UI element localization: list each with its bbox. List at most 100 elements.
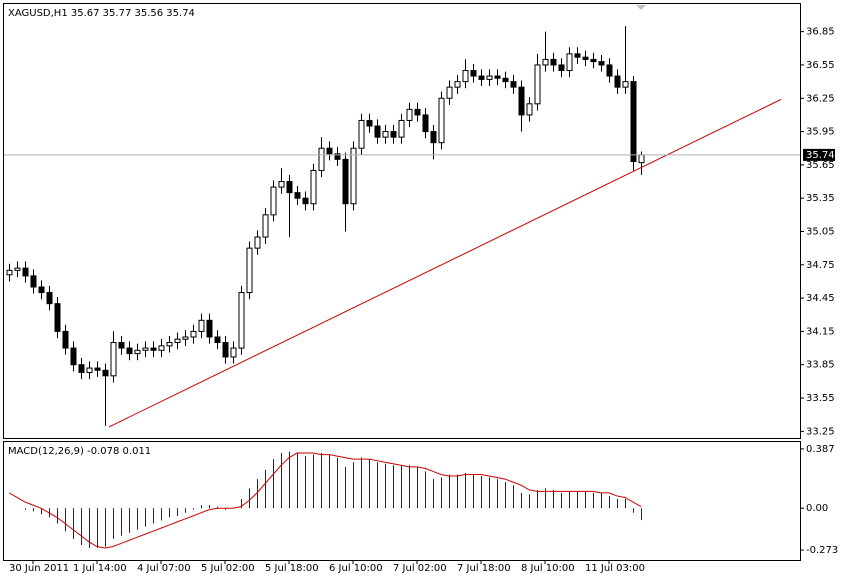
candle-body	[350, 147, 357, 205]
candle-body	[238, 292, 245, 349]
candle-body	[470, 70, 477, 77]
candle-body	[598, 61, 605, 66]
candle-body	[566, 53, 573, 72]
candle-body	[198, 319, 205, 332]
candle-body	[550, 58, 557, 66]
candle-body	[38, 286, 45, 294]
candle-body	[494, 75, 501, 79]
x-tick-label: 5 Jul 02:00	[201, 563, 255, 574]
candle-body	[206, 319, 213, 338]
candle-body	[54, 303, 61, 332]
candle-body	[422, 114, 429, 133]
candle-body	[430, 131, 437, 144]
candle-body	[374, 125, 381, 138]
x-tick-label: 6 Jul 10:00	[329, 563, 383, 574]
candle-body	[294, 192, 301, 199]
candle-body	[486, 75, 493, 80]
y-tick-label: 34.45	[806, 293, 835, 304]
y-tick-label: -0.273	[806, 545, 838, 556]
candle-body	[318, 147, 325, 171]
candle-body	[638, 154, 645, 164]
x-tick-label: 7 Jul 18:00	[457, 563, 511, 574]
candle-body	[102, 369, 109, 377]
candle-body	[390, 131, 397, 138]
y-tick-label: 34.75	[806, 260, 835, 271]
candle-body	[118, 342, 125, 349]
candle-body	[30, 275, 37, 288]
y-tick-label: 36.25	[806, 93, 835, 104]
candle-body	[86, 367, 93, 373]
candle-body	[134, 349, 141, 355]
candle-body	[358, 119, 365, 149]
y-tick-label: 33.55	[806, 393, 835, 404]
x-tick-label: 4 Jul 07:00	[137, 563, 191, 574]
candle-body	[406, 108, 413, 121]
y-tick-label: 35.35	[806, 193, 835, 204]
candle-body	[590, 58, 597, 63]
candle-body	[414, 108, 421, 116]
macd-title: MACD(12,26,9) -0.078 0.011	[8, 446, 151, 457]
price-label: 35.74	[806, 150, 835, 161]
candle-body	[622, 81, 629, 88]
candle-body	[558, 64, 565, 72]
candle-body	[302, 197, 309, 205]
candle-body	[6, 269, 13, 276]
candle-body	[94, 367, 101, 371]
candle-body	[454, 81, 461, 88]
candle-body	[142, 347, 149, 351]
y-tick-label: 36.85	[806, 27, 835, 38]
y-tick-label: 34.15	[806, 326, 835, 337]
candle-body	[582, 56, 589, 60]
candle-body	[462, 70, 469, 83]
candle-body	[62, 330, 69, 349]
candle-body	[182, 336, 189, 340]
candle-body	[518, 86, 525, 116]
y-tick-label: 36.55	[806, 60, 835, 71]
candle-body	[542, 58, 549, 66]
candle-body	[574, 53, 581, 58]
x-tick-label: 7 Jul 02:00	[393, 563, 447, 574]
candle-body	[166, 342, 173, 347]
x-tick-label: 5 Jul 18:00	[265, 563, 319, 574]
price-panel	[3, 3, 801, 439]
chart-title: XAGUSD,H1 35.67 35.77 35.56 35.74	[8, 8, 195, 19]
x-tick-label: 8 Jul 10:00	[521, 563, 575, 574]
price-label-box	[803, 148, 835, 161]
candle-body	[502, 77, 509, 83]
shift-marker	[636, 5, 646, 10]
candle-body	[366, 119, 373, 127]
candle-body	[334, 153, 341, 160]
candle-body	[46, 292, 53, 305]
candle-body	[342, 158, 349, 205]
x-tick-label: 1 Jul 14:00	[73, 563, 127, 574]
candle-body	[246, 247, 253, 294]
candle-body	[278, 181, 285, 188]
y-tick-label: 33.25	[806, 426, 835, 437]
candle-body	[70, 347, 77, 366]
candle-body	[446, 86, 453, 99]
candle-body	[110, 342, 117, 377]
candle-body	[614, 75, 621, 88]
candle-body	[270, 186, 277, 216]
y-tick-label: 35.95	[806, 127, 835, 138]
candle-body	[262, 214, 269, 238]
candle-body	[510, 81, 517, 88]
candle-body	[438, 97, 445, 144]
candle-body	[190, 330, 197, 338]
y-tick-label: 0.00	[806, 503, 828, 514]
candle-body	[630, 81, 637, 163]
candle-body	[126, 347, 133, 355]
signal-line	[8, 452, 642, 549]
x-tick-label: 11 Jul 03:00	[585, 563, 645, 574]
candle-body	[174, 338, 181, 344]
candle-body	[310, 169, 317, 205]
y-tick-label: 35.65	[806, 160, 835, 171]
candle-body	[478, 75, 485, 80]
candle-body	[382, 131, 389, 138]
candle-body	[22, 267, 29, 277]
candle-body	[286, 181, 293, 194]
trend-line	[108, 98, 782, 428]
